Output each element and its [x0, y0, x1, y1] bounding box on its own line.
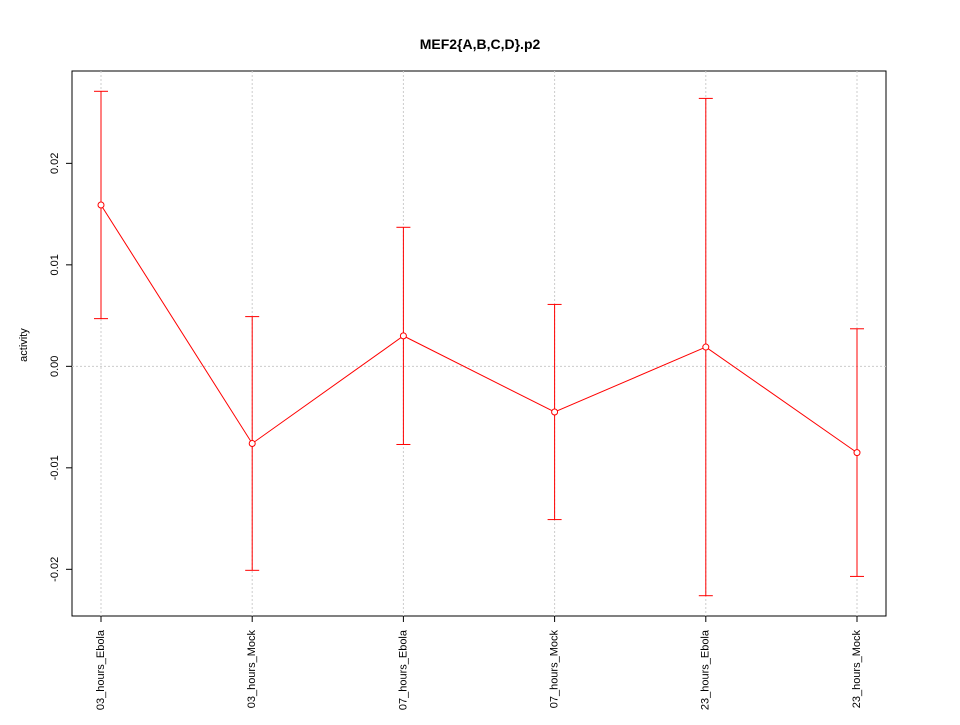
- x-tick-label: 03_hours_Ebola: [95, 629, 107, 710]
- point: [551, 408, 559, 416]
- x-tick-label: 03_hours_Mock: [246, 630, 258, 709]
- x-tick-label: 07_hours_Ebola: [397, 629, 409, 710]
- y-tick-label: 0.00: [49, 356, 61, 377]
- x-tick-label: 07_hours_Mock: [549, 630, 561, 709]
- plot-frame: [71, 70, 887, 617]
- point: [702, 343, 710, 351]
- y-tick-label: 0.01: [49, 254, 61, 275]
- point: [97, 201, 105, 209]
- point: [248, 439, 256, 447]
- x-tick-label: 23_hours_Ebola: [700, 629, 712, 710]
- x-tick-label: 23_hours_Mock: [851, 630, 863, 709]
- y-tick-label: -0.01: [49, 455, 61, 480]
- series-line: [100, 204, 858, 454]
- point: [399, 332, 407, 340]
- point: [853, 449, 861, 457]
- y-tick-label: -0.02: [49, 557, 61, 582]
- y-axis-label: activity: [18, 328, 30, 362]
- chart-title: MEF2{A,B,C,D}.p2: [420, 36, 541, 52]
- y-tick-label: 0.02: [49, 153, 61, 174]
